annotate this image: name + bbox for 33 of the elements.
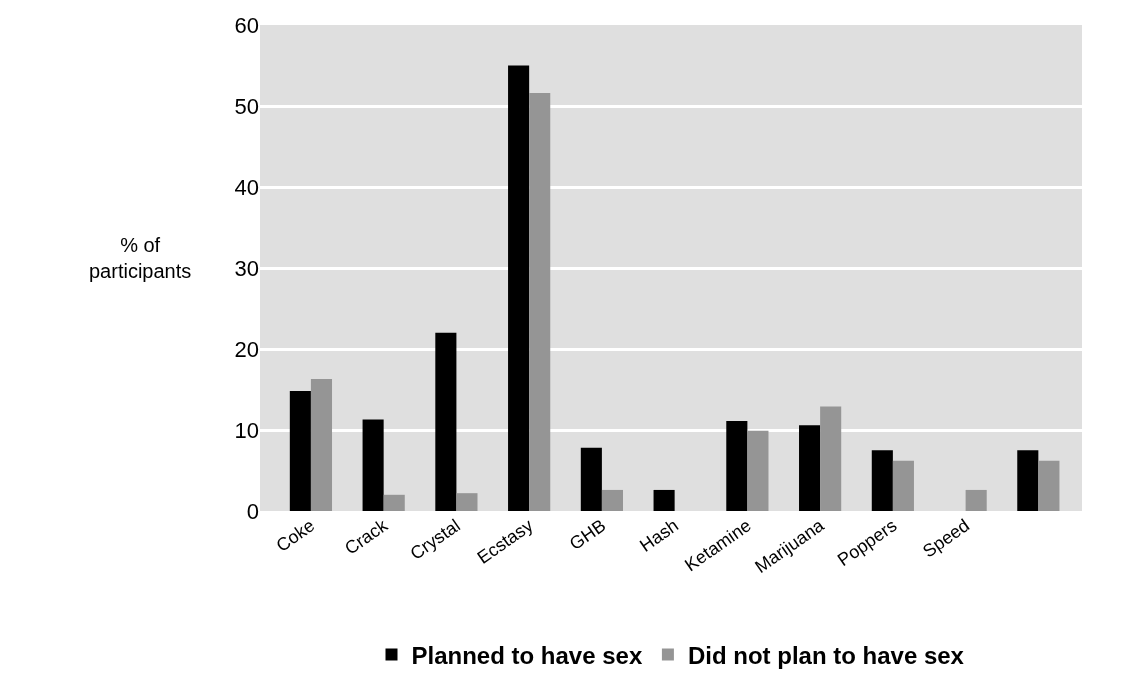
legend-label: Planned to have sex [411,641,643,669]
y-tick-label: 50 [234,93,259,119]
y-tick-label: 0 [246,498,259,524]
bar [747,430,769,511]
bar [435,332,457,511]
bar [1017,450,1039,511]
bar [820,406,842,511]
x-tick-label: Coke [272,515,319,556]
y-axis-title: % of participants [89,234,192,282]
bar [653,489,675,511]
y-tick-label: 60 [234,12,259,38]
bar [580,447,602,511]
y-tick-label: 40 [234,174,259,200]
bar [799,425,821,511]
x-tick-label: GHB [565,515,610,555]
bar [289,391,311,511]
bar [892,460,914,511]
bar [965,489,987,511]
bar [529,93,551,511]
bar [383,494,405,511]
bar [456,493,478,511]
bar [310,378,333,511]
x-tick-label: Hash [636,515,683,556]
bar [871,450,893,511]
bar [508,65,530,511]
bar [726,421,748,511]
y-tick-label: 10 [234,417,259,443]
y-tick-label: 30 [234,255,259,281]
legend-label: Did not plan to have sex [687,641,965,669]
bar [601,489,623,511]
y-tick-label: 20 [234,336,259,362]
bar [362,419,384,511]
bar [1038,460,1060,511]
